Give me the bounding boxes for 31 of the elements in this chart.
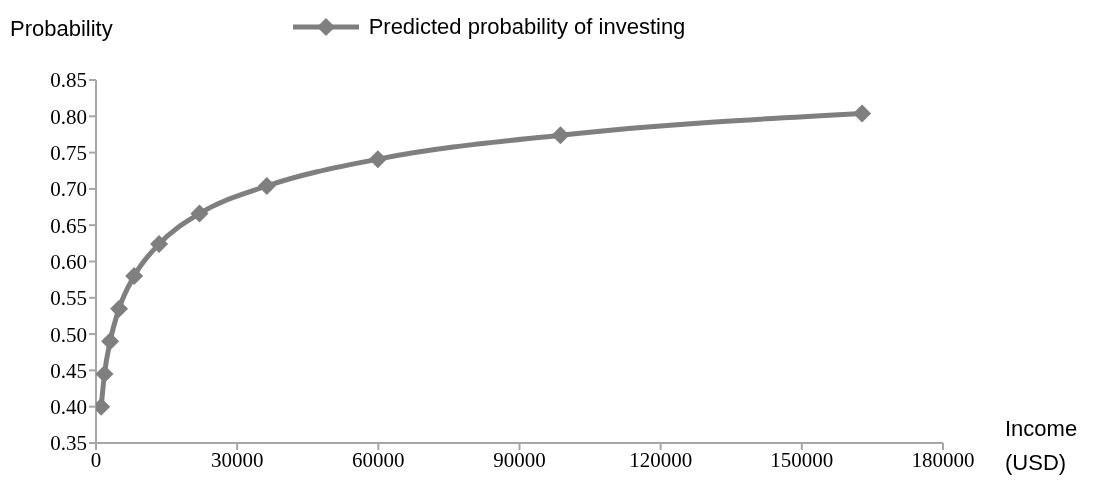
x-tick-label: 180000 [911,447,975,472]
y-tick-label: 0.80 [50,104,87,129]
y-tick-label: 0.75 [50,141,87,166]
x-tick-label: 90000 [493,447,546,472]
point [101,332,120,351]
x-axis-title: Income (USD) [1005,415,1079,477]
point [853,104,872,123]
y-tick-label: 0.85 [50,68,87,93]
x-tick-label: 30000 [210,447,264,472]
point [368,150,387,169]
x-tick-label: 120000 [629,447,693,472]
point [96,365,114,384]
y-tick-label: 0.65 [50,213,87,238]
y-axis-title: Probability [10,16,113,42]
y-tick-label: 0.35 [50,431,87,456]
point [257,177,276,195]
y-tick-label: 0.70 [50,177,87,202]
point [125,267,144,286]
y-tick-label: 0.60 [50,249,87,274]
x-tick-label: 0 [90,447,102,472]
y-tick-label: 0.50 [50,322,87,347]
point [551,126,570,145]
y-tick-label: 0.40 [50,395,87,420]
y-tick-label: 0.45 [50,358,87,383]
x-tick-label: 60000 [352,447,405,472]
point [110,299,129,318]
point [150,235,169,254]
y-tick-label: 0.55 [50,286,87,311]
x-tick-label: 150000 [770,447,834,472]
legend-label: Predicted probability of investing [368,14,686,40]
point [190,204,209,223]
